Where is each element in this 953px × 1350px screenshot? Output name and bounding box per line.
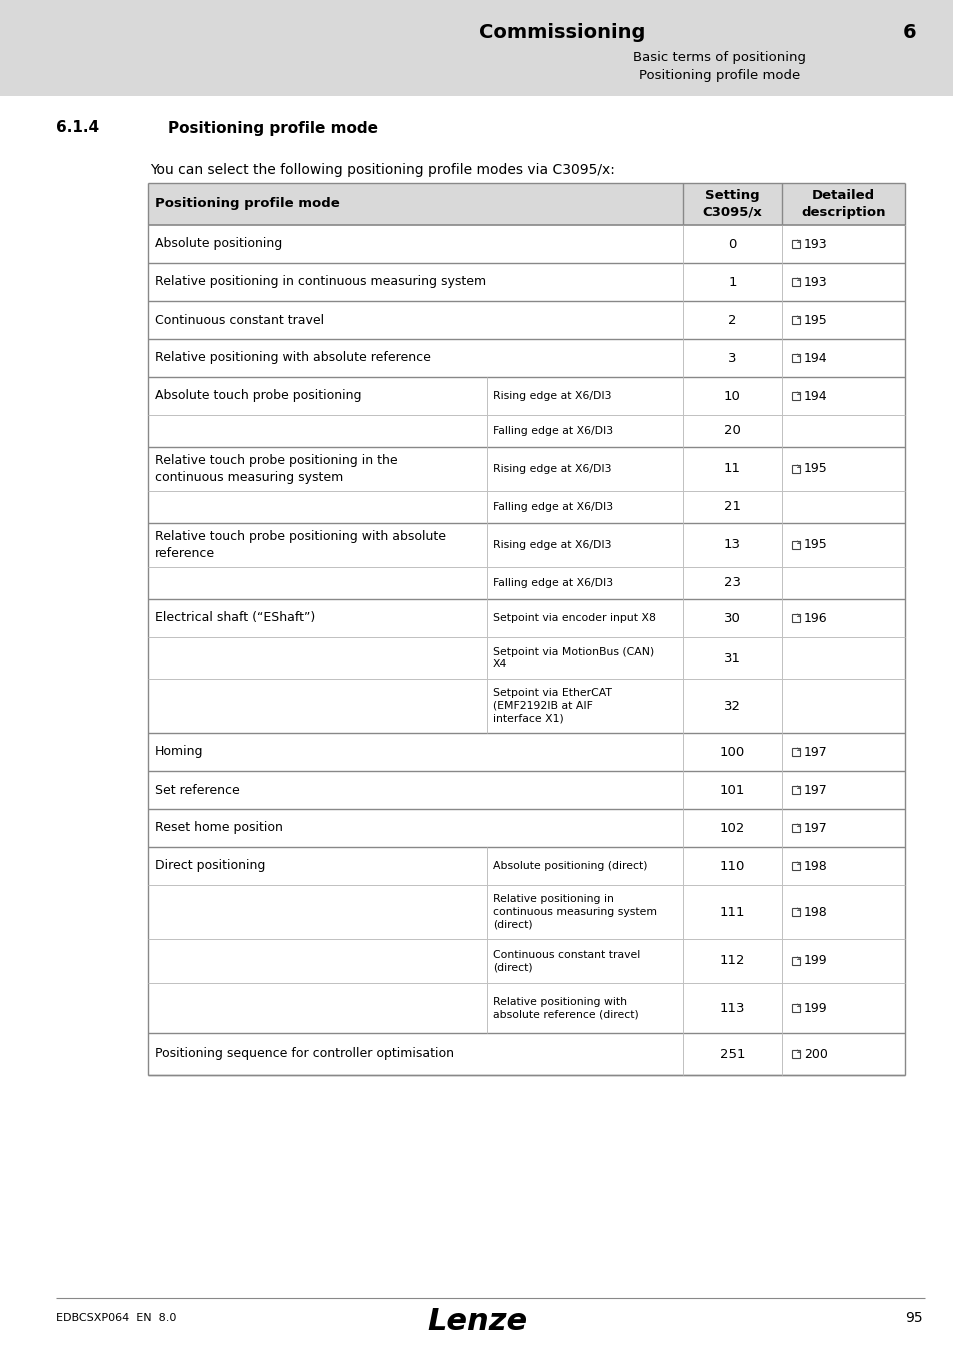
Text: Lenze: Lenze bbox=[427, 1308, 526, 1336]
Text: 11: 11 bbox=[723, 463, 740, 475]
Text: Direct positioning: Direct positioning bbox=[154, 860, 265, 872]
Text: Positioning profile mode: Positioning profile mode bbox=[639, 69, 800, 82]
Text: Setpoint via MotionBus (CAN)
X4: Setpoint via MotionBus (CAN) X4 bbox=[493, 647, 654, 670]
Bar bbox=[791, 1050, 800, 1058]
Text: Relative touch probe positioning with absolute
reference: Relative touch probe positioning with ab… bbox=[154, 531, 446, 560]
Text: 102: 102 bbox=[720, 822, 744, 834]
Bar bbox=[791, 240, 800, 248]
Text: 195: 195 bbox=[803, 313, 827, 327]
Text: Rising edge at X6/DI3: Rising edge at X6/DI3 bbox=[493, 464, 611, 474]
Text: Detailed
description: Detailed description bbox=[801, 189, 884, 219]
Text: 193: 193 bbox=[803, 275, 827, 289]
Text: 2: 2 bbox=[727, 313, 736, 327]
Text: Relative positioning with absolute reference: Relative positioning with absolute refer… bbox=[154, 351, 431, 364]
Text: 6: 6 bbox=[902, 23, 916, 42]
Text: 112: 112 bbox=[719, 954, 744, 968]
Text: 113: 113 bbox=[719, 1002, 744, 1014]
Text: Setting
C3095/x: Setting C3095/x bbox=[702, 189, 761, 219]
Bar bbox=[0, 0, 953, 96]
Text: EDBCSXP064  EN  8.0: EDBCSXP064 EN 8.0 bbox=[56, 1314, 176, 1323]
Bar bbox=[791, 786, 800, 794]
Text: 95: 95 bbox=[904, 1311, 923, 1324]
Bar bbox=[791, 316, 800, 324]
Text: Continuous constant travel: Continuous constant travel bbox=[154, 313, 324, 327]
Bar bbox=[791, 1004, 800, 1012]
Text: Falling edge at X6/DI3: Falling edge at X6/DI3 bbox=[493, 427, 613, 436]
Bar bbox=[791, 278, 800, 286]
Text: 195: 195 bbox=[803, 463, 827, 475]
Text: 194: 194 bbox=[803, 351, 827, 364]
Text: Positioning sequence for controller optimisation: Positioning sequence for controller opti… bbox=[154, 1048, 454, 1061]
Text: 111: 111 bbox=[719, 906, 744, 918]
Bar bbox=[791, 909, 800, 917]
Text: 198: 198 bbox=[803, 860, 827, 872]
Text: 20: 20 bbox=[723, 424, 740, 437]
Bar bbox=[148, 184, 904, 225]
Bar bbox=[791, 541, 800, 549]
Bar bbox=[791, 464, 800, 472]
Text: 197: 197 bbox=[803, 783, 827, 796]
Text: Commissioning: Commissioning bbox=[478, 23, 644, 42]
Text: 13: 13 bbox=[723, 539, 740, 552]
Text: 31: 31 bbox=[723, 652, 740, 664]
Text: Setpoint via EtherCAT
(EMF2192IB at AIF
interface X1): Setpoint via EtherCAT (EMF2192IB at AIF … bbox=[493, 688, 611, 724]
Text: 193: 193 bbox=[803, 238, 827, 251]
Text: Absolute touch probe positioning: Absolute touch probe positioning bbox=[154, 390, 361, 402]
Text: 3: 3 bbox=[727, 351, 736, 364]
Text: Relative touch probe positioning in the
continuous measuring system: Relative touch probe positioning in the … bbox=[154, 454, 397, 483]
Text: 199: 199 bbox=[803, 1002, 827, 1014]
Text: Relative positioning with
absolute reference (direct): Relative positioning with absolute refer… bbox=[493, 996, 639, 1019]
Bar bbox=[791, 354, 800, 362]
Text: Set reference: Set reference bbox=[154, 783, 239, 796]
Text: Absolute positioning (direct): Absolute positioning (direct) bbox=[493, 861, 647, 871]
Text: Falling edge at X6/DI3: Falling edge at X6/DI3 bbox=[493, 578, 613, 589]
Text: 251: 251 bbox=[719, 1048, 744, 1061]
Text: Reset home position: Reset home position bbox=[154, 822, 283, 834]
Text: Relative positioning in
continuous measuring system
(direct): Relative positioning in continuous measu… bbox=[493, 894, 657, 930]
Text: 196: 196 bbox=[803, 612, 827, 625]
Text: Rising edge at X6/DI3: Rising edge at X6/DI3 bbox=[493, 392, 611, 401]
Text: 194: 194 bbox=[803, 390, 827, 402]
Text: 100: 100 bbox=[720, 745, 744, 759]
Text: 10: 10 bbox=[723, 390, 740, 402]
Text: 198: 198 bbox=[803, 906, 827, 918]
Text: Positioning profile mode: Positioning profile mode bbox=[154, 197, 339, 211]
Text: 6.1.4: 6.1.4 bbox=[56, 120, 99, 135]
Bar bbox=[791, 748, 800, 756]
Bar bbox=[791, 824, 800, 832]
Text: 197: 197 bbox=[803, 745, 827, 759]
Text: 200: 200 bbox=[803, 1048, 827, 1061]
Text: Electrical shaft (“EShaft”): Electrical shaft (“EShaft”) bbox=[154, 612, 314, 625]
Text: 32: 32 bbox=[723, 699, 740, 713]
Text: 101: 101 bbox=[720, 783, 744, 796]
Text: Relative positioning in continuous measuring system: Relative positioning in continuous measu… bbox=[154, 275, 486, 289]
Text: Continuous constant travel
(direct): Continuous constant travel (direct) bbox=[493, 949, 639, 972]
Text: 1: 1 bbox=[727, 275, 736, 289]
Bar bbox=[791, 863, 800, 869]
Text: You can select the following positioning profile modes via C3095/x:: You can select the following positioning… bbox=[150, 163, 615, 177]
Text: Positioning profile mode: Positioning profile mode bbox=[168, 120, 377, 135]
Bar bbox=[791, 614, 800, 622]
Text: Homing: Homing bbox=[154, 745, 203, 759]
Text: 23: 23 bbox=[723, 576, 740, 590]
Text: 197: 197 bbox=[803, 822, 827, 834]
Text: Setpoint via encoder input X8: Setpoint via encoder input X8 bbox=[493, 613, 656, 622]
Text: 21: 21 bbox=[723, 501, 740, 513]
Text: Falling edge at X6/DI3: Falling edge at X6/DI3 bbox=[493, 502, 613, 512]
Bar bbox=[791, 392, 800, 400]
Text: Rising edge at X6/DI3: Rising edge at X6/DI3 bbox=[493, 540, 611, 549]
Text: 0: 0 bbox=[727, 238, 736, 251]
Text: 199: 199 bbox=[803, 954, 827, 968]
Text: Absolute positioning: Absolute positioning bbox=[154, 238, 282, 251]
Bar bbox=[791, 957, 800, 965]
Text: 110: 110 bbox=[720, 860, 744, 872]
Text: Basic terms of positioning: Basic terms of positioning bbox=[633, 51, 805, 65]
Text: 195: 195 bbox=[803, 539, 827, 552]
Text: 30: 30 bbox=[723, 612, 740, 625]
